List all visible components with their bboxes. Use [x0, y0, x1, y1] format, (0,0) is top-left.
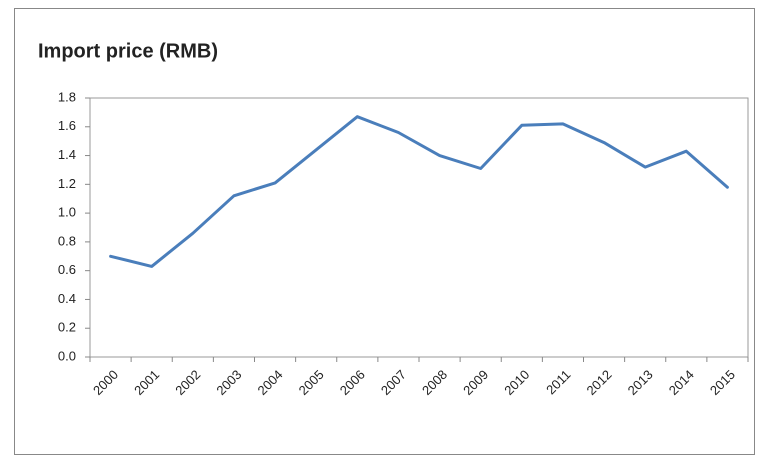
chart-frame [14, 8, 755, 455]
data-line [109, 115, 729, 268]
y-tick-label: 0.2 [58, 320, 76, 335]
y-tick-label: 0.8 [58, 233, 76, 248]
y-tick-label: 1.6 [58, 118, 76, 133]
y-tick-label: 0.4 [58, 291, 76, 306]
y-tick-label: 0.6 [58, 262, 76, 277]
y-tick-label: 1.0 [58, 205, 76, 220]
y-tick-label: 0.0 [58, 348, 76, 363]
y-tick-label: 1.2 [58, 176, 76, 191]
y-tick-label: 1.8 [58, 89, 76, 104]
chart-title: Import price (RMB) [38, 40, 218, 62]
y-tick-label: 1.4 [58, 147, 76, 162]
